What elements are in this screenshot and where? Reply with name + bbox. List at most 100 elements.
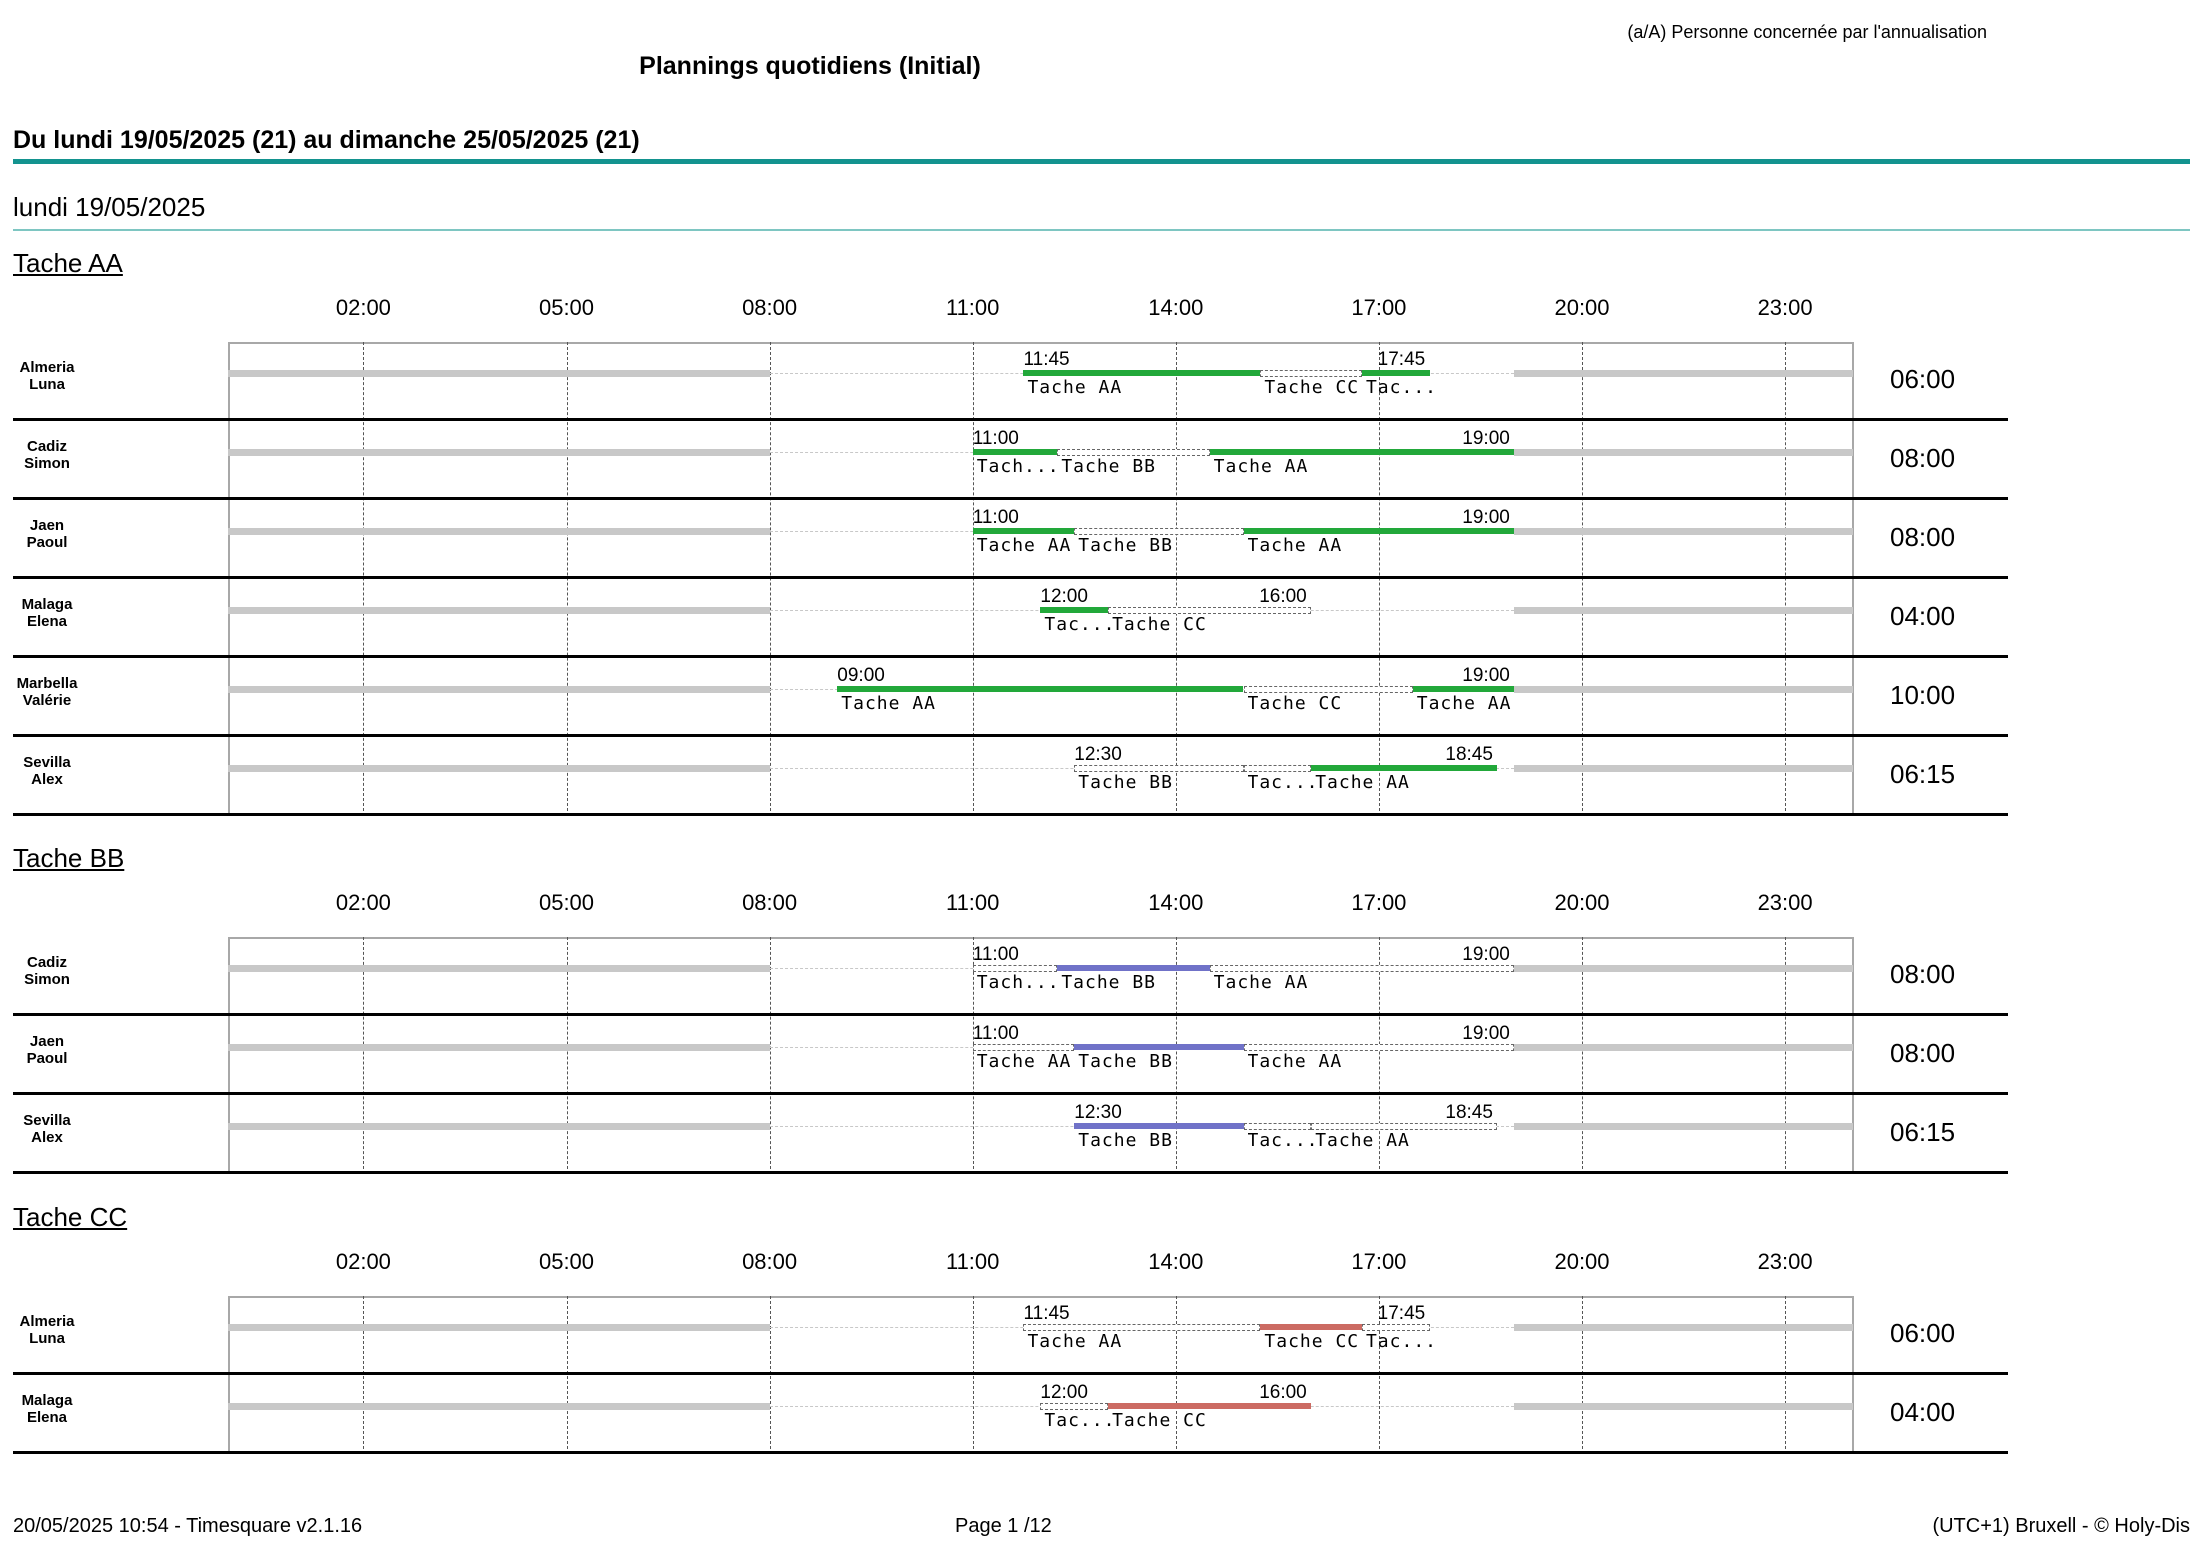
task-bar[interactable] <box>972 528 1075 534</box>
section-title[interactable]: Tache CC <box>13 1202 128 1232</box>
task-bar[interactable] <box>1243 528 1515 534</box>
task-label: Tache AA <box>1247 1051 1343 1072</box>
task-bar[interactable] <box>972 449 1058 455</box>
shift-end-time: 19:00 <box>1462 665 1510 686</box>
other-task-bar[interactable] <box>1074 528 1244 535</box>
task-label: Tac... <box>1247 772 1316 793</box>
task-label: Tache BB <box>1061 972 1157 993</box>
employee-name: Cadiz Simon <box>24 438 70 472</box>
other-task-bar[interactable] <box>1361 1324 1430 1331</box>
other-task-bar[interactable] <box>972 1044 1075 1051</box>
axis-tick-label: 08:00 <box>742 295 798 320</box>
hour-gridline <box>1785 342 1787 816</box>
day-heading: lundi 19/05/2025 <box>13 192 206 222</box>
hour-gridline <box>769 342 771 816</box>
task-label: Tache CC <box>1112 614 1207 635</box>
axis-tick-label: 14:00 <box>1148 890 1204 915</box>
hour-gridline <box>1582 937 1583 1174</box>
axis-tick-label: 08:00 <box>742 890 798 915</box>
hour-gridline <box>1785 1296 1787 1454</box>
other-task-bar[interactable] <box>972 965 1058 972</box>
task-bar[interactable] <box>1023 370 1261 376</box>
shift-start-time: 12:30 <box>1074 744 1122 765</box>
chart-frame-left <box>228 937 230 1174</box>
axis-tick-label: 05:00 <box>538 1249 595 1274</box>
task-bar[interactable] <box>1260 1324 1362 1330</box>
task-bar[interactable] <box>837 686 1244 692</box>
task-label: Tache AA <box>1315 1130 1410 1151</box>
task-bar[interactable] <box>1074 1044 1244 1050</box>
task-label: Tac... <box>1365 377 1434 398</box>
axis-tick-label: 11:00 <box>945 295 1000 320</box>
off-hours-bar <box>228 528 770 535</box>
task-bar[interactable] <box>1040 607 1109 613</box>
off-hours-bar <box>1514 370 1853 377</box>
footer-timestamp: 20/05/2025 10:54 - Timesquare v2.1.16 <box>13 1515 363 1537</box>
axis-tick-label: 05:00 <box>538 295 595 320</box>
row-separator <box>13 1171 2008 1174</box>
off-hours-bar <box>1514 607 1853 614</box>
task-label: Tache AA <box>1027 377 1123 398</box>
section-title[interactable]: Tache BB <box>13 843 125 873</box>
row-separator <box>13 1372 2008 1375</box>
row-separator <box>13 576 2008 579</box>
task-label: Tache AA <box>1416 693 1512 714</box>
other-task-bar[interactable] <box>1209 965 1515 972</box>
chart-frame-right <box>1852 342 1854 816</box>
other-task-bar[interactable] <box>1040 1403 1109 1410</box>
task-bar[interactable] <box>1311 765 1498 771</box>
row-separator <box>13 1013 2008 1016</box>
hour-gridline <box>566 937 568 1174</box>
section-title[interactable]: Tache AA <box>13 248 123 278</box>
off-hours-bar <box>228 370 770 377</box>
task-label: Tac... <box>1044 614 1113 635</box>
hour-gridline <box>566 1296 568 1454</box>
other-task-bar[interactable] <box>1074 765 1244 772</box>
shift-start-time: 11:00 <box>972 944 1019 965</box>
hour-gridline <box>363 1296 365 1454</box>
chart-frame-top <box>228 342 1853 344</box>
employee-name: Sevilla Alex <box>23 1112 71 1146</box>
other-task-bar[interactable] <box>1243 765 1312 772</box>
task-bar[interactable] <box>1209 449 1515 455</box>
other-task-bar[interactable] <box>1057 449 1210 456</box>
task-bar[interactable] <box>1108 1403 1312 1409</box>
chart-frame-top <box>228 937 1853 939</box>
other-task-bar[interactable] <box>1243 686 1413 693</box>
off-hours-bar <box>1514 765 1853 772</box>
row-separator <box>13 497 2008 500</box>
task-bar[interactable] <box>1057 965 1210 971</box>
hour-gridline <box>1175 937 1177 1174</box>
task-bar[interactable] <box>1361 370 1430 376</box>
axis-tick-label: 14:00 <box>1148 295 1204 320</box>
off-hours-bar <box>1514 1044 1853 1051</box>
other-task-bar[interactable] <box>1243 1123 1312 1130</box>
off-hours-bar <box>1514 449 1853 456</box>
task-label: Tache BB <box>1078 1130 1173 1151</box>
shift-end-time: 19:00 <box>1462 1023 1510 1044</box>
task-bar[interactable] <box>1074 1123 1244 1129</box>
task-label: Tache BB <box>1061 456 1157 477</box>
axis-tick-label: 11:00 <box>945 890 1000 915</box>
axis-tick-label: 20:00 <box>1554 890 1610 915</box>
hour-gridline <box>1175 342 1177 816</box>
shift-end-time: 19:00 <box>1462 944 1510 965</box>
chart-frame-right <box>1852 937 1854 1174</box>
other-task-bar[interactable] <box>1243 1044 1515 1051</box>
chart-frame-right <box>1852 1296 1854 1454</box>
other-task-bar[interactable] <box>1023 1324 1261 1331</box>
shift-start-time: 11:45 <box>1023 1303 1070 1324</box>
hour-gridline <box>1582 1296 1583 1454</box>
task-label: Tache AA <box>1213 456 1309 477</box>
other-task-bar[interactable] <box>1108 607 1312 614</box>
task-bar[interactable] <box>1412 686 1515 692</box>
employee-name: Almeria Luna <box>19 359 75 393</box>
other-task-bar[interactable] <box>1260 370 1362 377</box>
other-task-bar[interactable] <box>1311 1123 1498 1130</box>
off-hours-bar <box>1514 1403 1853 1410</box>
off-hours-bar <box>228 765 770 772</box>
task-label: Tache CC <box>1112 1410 1207 1431</box>
axis-tick-label: 20:00 <box>1554 295 1610 320</box>
employee-name: Jaen Paoul <box>26 517 68 551</box>
